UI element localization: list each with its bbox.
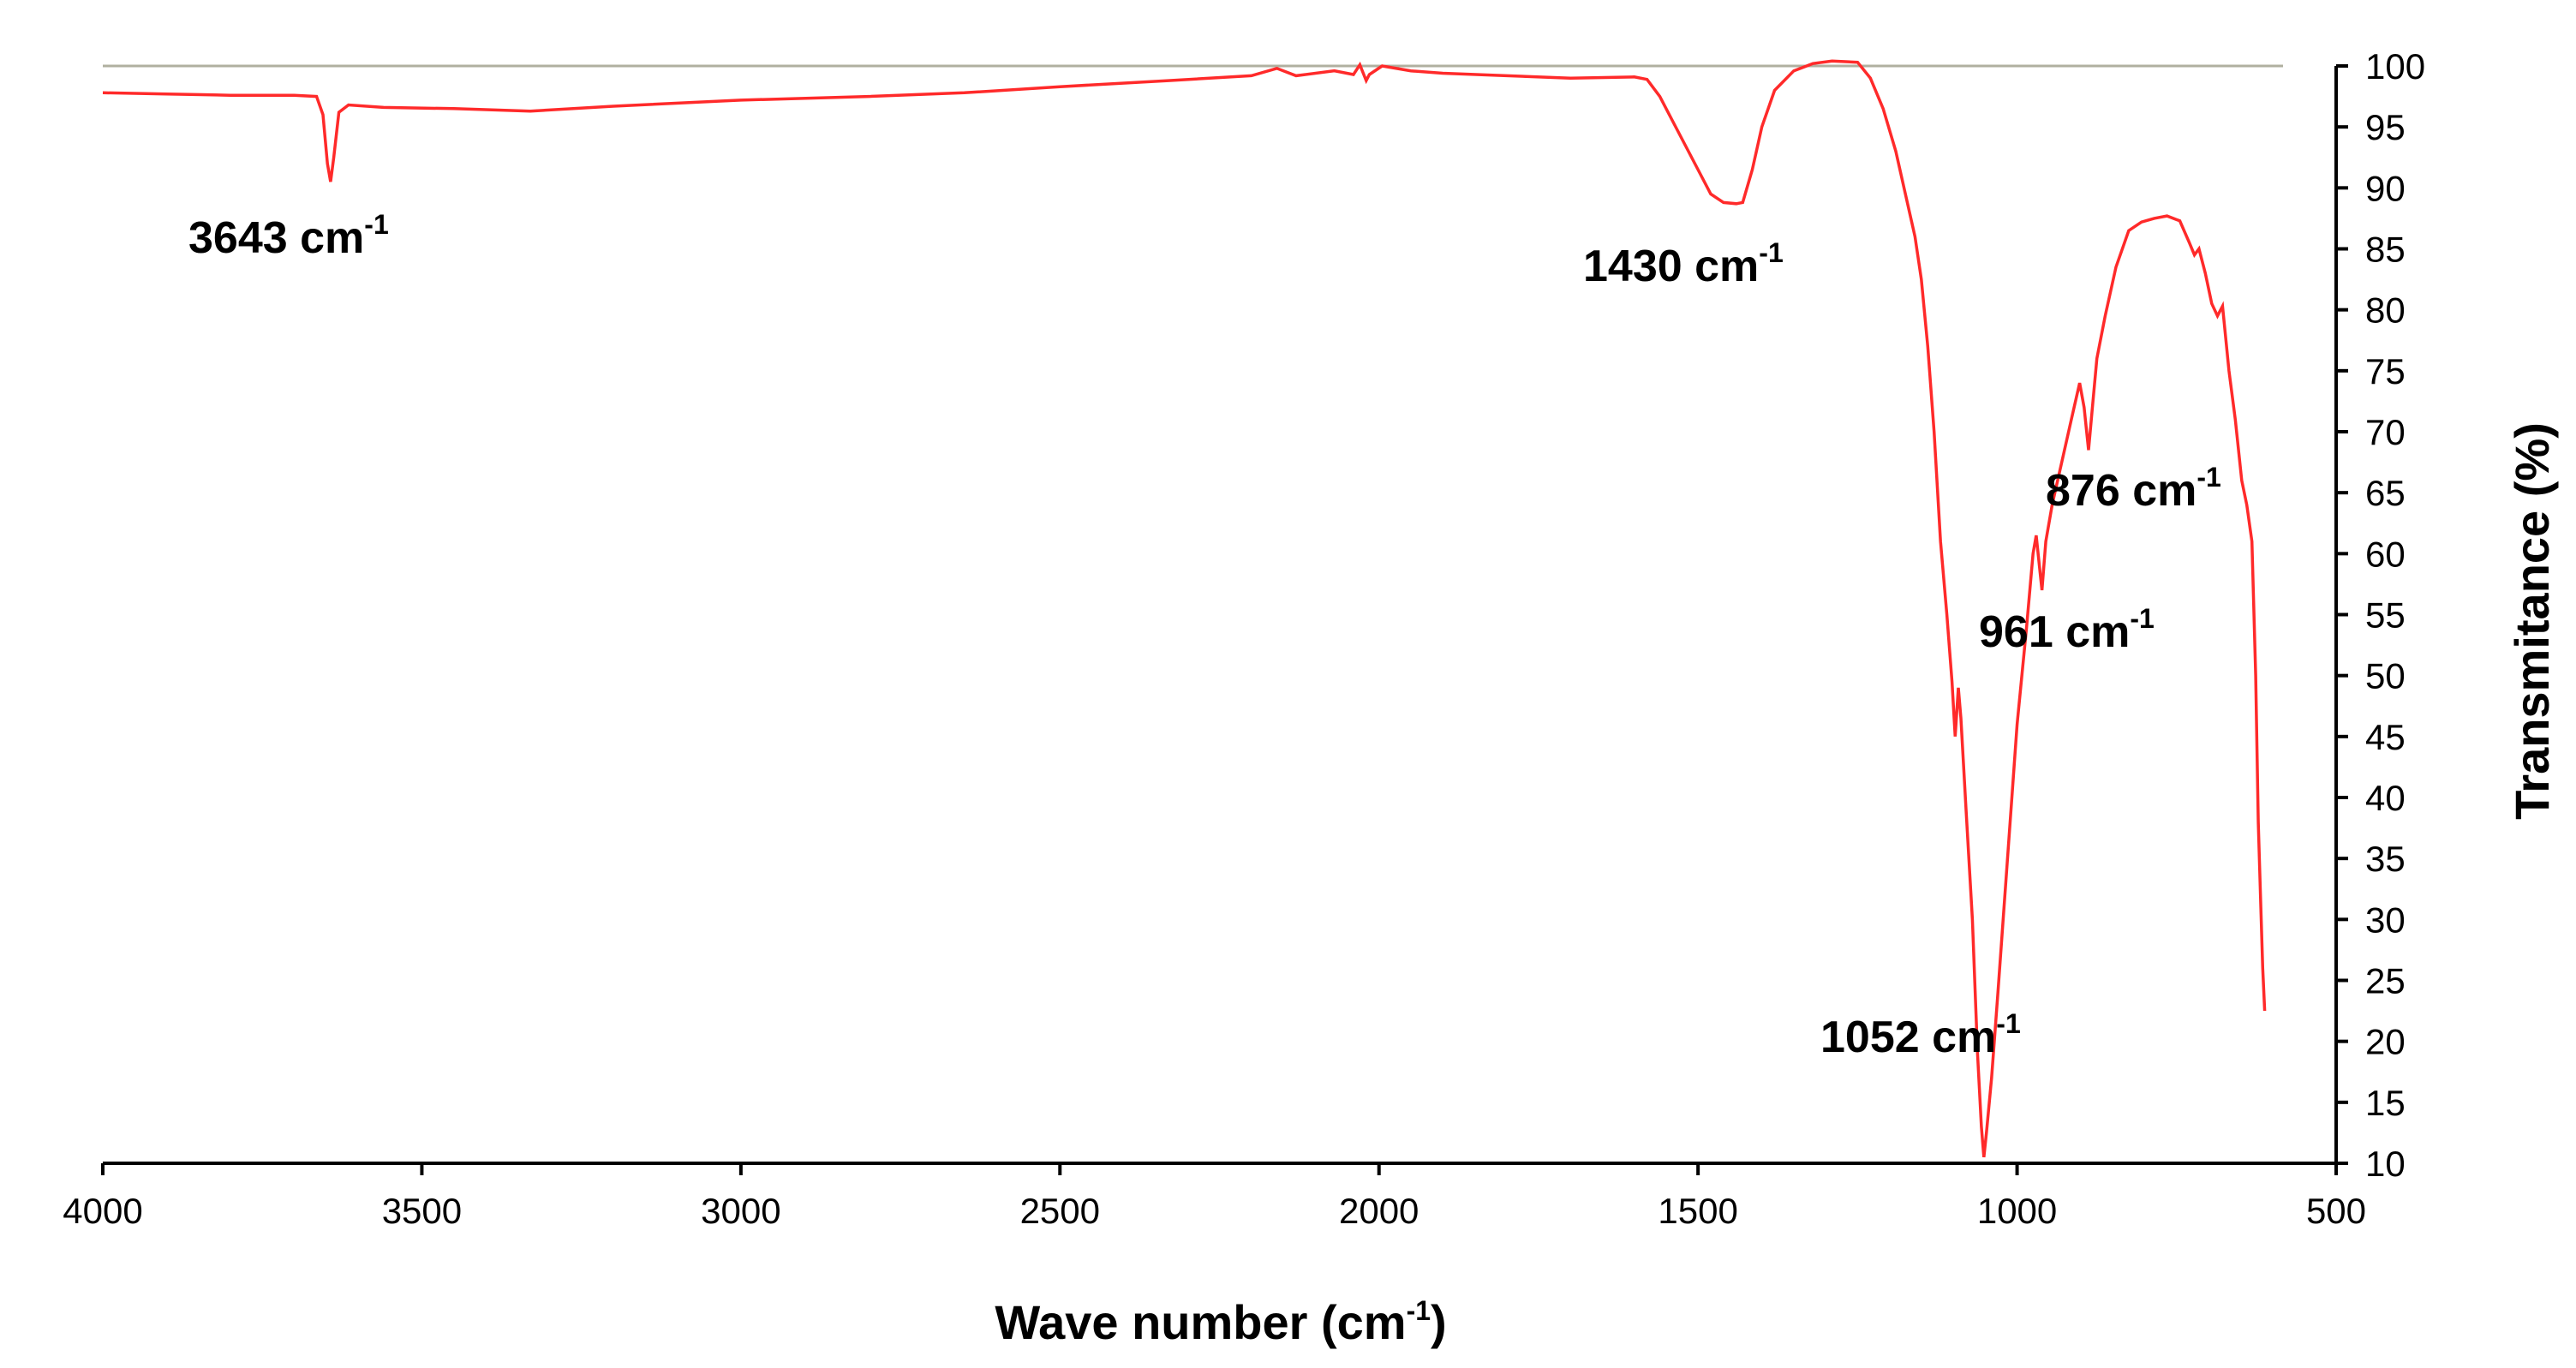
series-line-ftir-spectrum xyxy=(102,59,2267,1158)
y-tick-label: 20 xyxy=(2365,1022,2406,1062)
y-tick-label: 60 xyxy=(2365,534,2406,574)
y-axis-ticks: 10 15 20 25 30 35 40 45 50 55 60 65 70 75 80 85 90 95 100 xyxy=(2336,46,2425,1184)
y-tick-label: 35 xyxy=(2365,839,2406,879)
y-tick-label: 45 xyxy=(2365,717,2406,757)
x-axis-title: Wave number (cm-1) xyxy=(995,1295,1446,1349)
x-tick-label: 1000 xyxy=(1977,1191,2057,1231)
x-tick-label: 2500 xyxy=(1020,1191,1100,1231)
y-tick-label: 75 xyxy=(2365,351,2406,391)
x-tick-label: 3500 xyxy=(382,1191,462,1231)
y-tick-label: 55 xyxy=(2365,595,2406,636)
y-tick-label: 50 xyxy=(2365,656,2406,696)
y-tick-label: 25 xyxy=(2365,961,2406,1001)
y-tick-label: 95 xyxy=(2365,107,2406,147)
annotation-961: 961 cm-1 xyxy=(1979,603,2155,657)
x-tick-label: 1500 xyxy=(1658,1191,1737,1231)
annotation-1052: 1052 cm-1 xyxy=(1820,1008,2021,1062)
y-tick-label: 40 xyxy=(2365,778,2406,818)
y-tick-label: 15 xyxy=(2365,1083,2406,1123)
y-tick-label: 30 xyxy=(2365,899,2406,940)
y-tick-label: 90 xyxy=(2365,168,2406,208)
y-tick-label: 65 xyxy=(2365,473,2406,513)
y-tick-label: 70 xyxy=(2365,412,2406,452)
y-tick-label: 80 xyxy=(2365,290,2406,331)
y-tick-label: 10 xyxy=(2365,1144,2406,1184)
x-tick-label: 4000 xyxy=(63,1191,142,1231)
y-tick-label: 85 xyxy=(2365,230,2406,270)
annotation-876: 876 cm-1 xyxy=(2046,462,2221,516)
y-axis-title: Transmitance (%) xyxy=(2505,422,2559,820)
x-tick-label: 2000 xyxy=(1339,1191,1419,1231)
annotation-1430: 1430 cm-1 xyxy=(1583,237,1784,291)
y-tick-label: 100 xyxy=(2365,46,2425,87)
x-axis-ticks: 4000 3500 3000 2500 2000 1500 1000 500 xyxy=(63,1163,2366,1231)
annotation-3643: 3643 cm-1 xyxy=(188,209,389,263)
x-tick-label: 3000 xyxy=(701,1191,780,1231)
x-tick-label: 500 xyxy=(2306,1191,2366,1231)
